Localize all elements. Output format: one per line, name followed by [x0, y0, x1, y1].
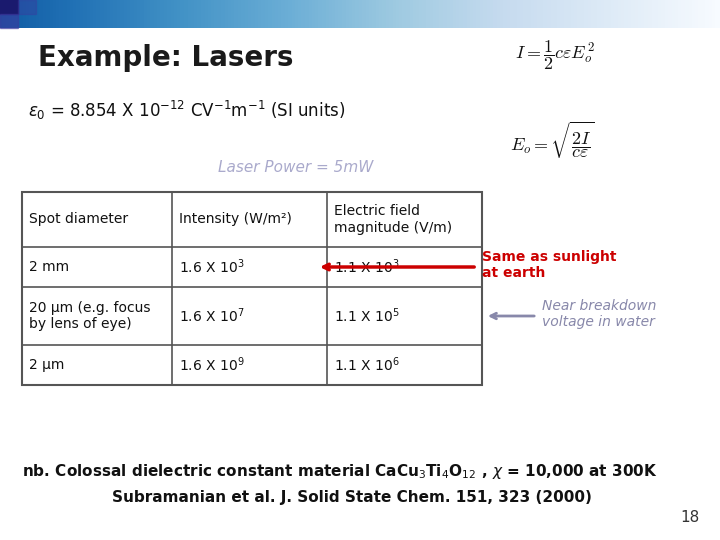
Text: Electric field
magnitude (V/m): Electric field magnitude (V/m): [334, 205, 452, 234]
Text: 1.6 X 10$^3$: 1.6 X 10$^3$: [179, 258, 245, 276]
Text: $I = \dfrac{1}{2}c\varepsilon E_o^{\,2}$: $I = \dfrac{1}{2}c\varepsilon E_o^{\,2}$: [515, 38, 595, 72]
Text: $\varepsilon_0$ = 8.854 X 10$^{-12}$ CV$^{-1}$m$^{-1}$ (SI units): $\varepsilon_0$ = 8.854 X 10$^{-12}$ CV$…: [28, 98, 346, 122]
Text: Example: Lasers: Example: Lasers: [38, 44, 294, 72]
Text: 18: 18: [680, 510, 700, 525]
Text: Laser Power = 5mW: Laser Power = 5mW: [218, 160, 374, 176]
Text: 1.6 X 10$^7$: 1.6 X 10$^7$: [179, 307, 245, 325]
Text: $E_o = \sqrt{\dfrac{2I}{c\varepsilon}}$: $E_o = \sqrt{\dfrac{2I}{c\varepsilon}}$: [510, 119, 595, 160]
Text: 2 μm: 2 μm: [29, 358, 64, 372]
Text: Intensity (W/m²): Intensity (W/m²): [179, 213, 292, 226]
Text: Subramanian et al. J. Solid State Chem. 151, 323 (2000): Subramanian et al. J. Solid State Chem. …: [112, 490, 592, 505]
Text: Same as sunlight
at earth: Same as sunlight at earth: [482, 250, 616, 280]
Text: 1.6 X 10$^9$: 1.6 X 10$^9$: [179, 356, 245, 374]
Text: 1.1 X 10$^3$: 1.1 X 10$^3$: [334, 258, 400, 276]
Text: 1.1 X 10$^6$: 1.1 X 10$^6$: [334, 356, 400, 374]
Text: 20 μm (e.g. focus
by lens of eye): 20 μm (e.g. focus by lens of eye): [29, 301, 150, 331]
Text: nb. Colossal dielectric constant material CaCu$_3$Ti$_4$O$_{12}$ , $\chi$ = 10,0: nb. Colossal dielectric constant materia…: [22, 462, 657, 481]
Bar: [0, 0, 18, 14]
Text: 2 mm: 2 mm: [29, 260, 69, 274]
Bar: [22, 192, 482, 385]
Text: 1.1 X 10$^5$: 1.1 X 10$^5$: [334, 307, 400, 325]
Text: Near breakdown
voltage in water: Near breakdown voltage in water: [542, 299, 657, 329]
Bar: [0, 14, 18, 28]
Bar: [18, 0, 36, 14]
Text: Spot diameter: Spot diameter: [29, 213, 128, 226]
